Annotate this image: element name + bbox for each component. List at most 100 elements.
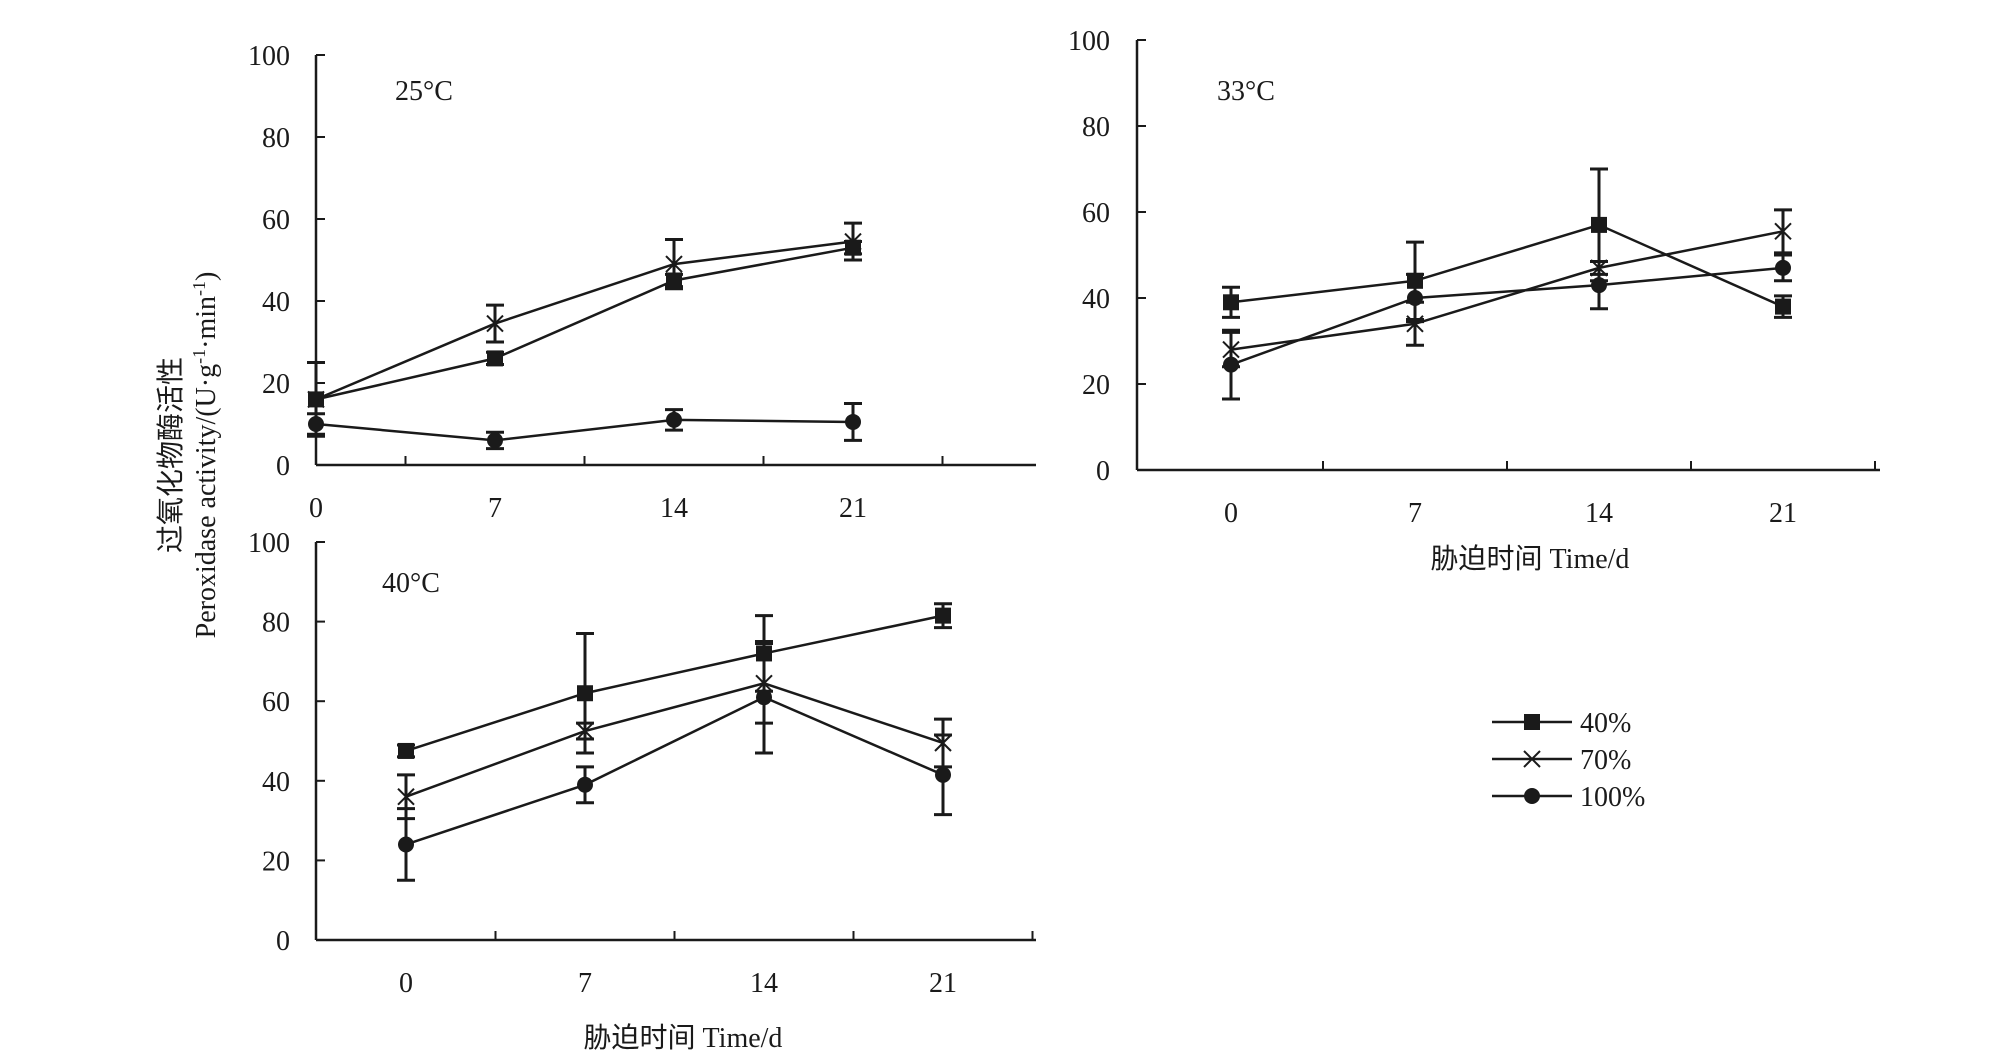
series-100%	[1222, 253, 1792, 401]
data-point	[308, 416, 324, 432]
x-tick-label: 21	[839, 493, 867, 524]
data-point-b	[397, 788, 415, 806]
legend-marker	[1523, 750, 1541, 768]
data-point	[1775, 259, 1791, 276]
data-point	[307, 390, 325, 409]
y-axis-title-en: Peroxidase activity/(U·g-1·min-1)	[189, 272, 222, 639]
legend-item: 70%	[1492, 745, 1631, 776]
series-line	[1230, 266, 1784, 366]
y-tick-label: 80	[262, 123, 290, 154]
legend: 40% 70% 100%	[1492, 708, 1645, 813]
data-point	[756, 689, 772, 706]
series-100%	[307, 402, 862, 451]
x-tick-label: 14	[1585, 498, 1613, 529]
data-point-b	[844, 232, 862, 251]
series-100%	[397, 640, 952, 882]
series-line	[315, 418, 854, 442]
data-point-b	[576, 722, 594, 740]
x-tick-label: 14	[750, 968, 778, 999]
data-point	[1407, 290, 1423, 306]
panel-title: 40°C	[382, 568, 440, 599]
data-point	[576, 722, 594, 740]
y-tick-label: 60	[1082, 198, 1110, 229]
data-point-b	[665, 255, 683, 273]
x-tick-label: 0	[399, 968, 413, 999]
legend-marker	[1524, 714, 1540, 730]
legend-item: 40%	[1492, 708, 1631, 739]
y-axis-title: 过氧化物酶活性 Peroxidase activity/(U·g-1·min-1…	[155, 272, 222, 639]
data-point	[1775, 298, 1791, 315]
y-tick-label: 20	[1082, 370, 1110, 401]
y-tick-label: 0	[276, 451, 290, 482]
y-tick-label: 40	[1082, 284, 1110, 315]
panel-2: 0 20 40 60 80 100 0 7 14 21 40°C	[248, 528, 1036, 999]
data-point	[935, 607, 951, 624]
y-tick-label: 100	[1068, 26, 1110, 57]
x-tick-label: 14	[660, 493, 688, 524]
x-tick-label: 21	[929, 968, 957, 999]
data-point	[845, 413, 861, 430]
series-line	[315, 246, 854, 401]
data-point-b	[1774, 222, 1792, 241]
data-point	[1406, 315, 1424, 333]
series-line	[405, 614, 944, 753]
data-point	[487, 350, 503, 367]
series-line	[315, 240, 854, 401]
data-point	[1774, 222, 1792, 241]
x-tick-label: 21	[1769, 498, 1797, 529]
legend-item: 100%	[1492, 782, 1645, 813]
series-70%	[1222, 208, 1792, 369]
series-40%	[308, 239, 862, 408]
legend-label: 100%	[1580, 782, 1645, 813]
panel-0: 0 20 40 60 80 100 0 7 14 21 25°C	[248, 41, 1036, 524]
data-point	[935, 766, 951, 783]
y-tick-label: 0	[276, 926, 290, 957]
series-40%	[397, 602, 952, 759]
y-tick-label: 80	[1082, 112, 1110, 143]
data-point	[398, 836, 414, 853]
y-tick-label: 0	[1096, 456, 1110, 487]
data-point	[1223, 294, 1239, 311]
y-tick-label: 40	[262, 767, 290, 798]
legend-label: 40%	[1580, 708, 1631, 739]
data-point	[397, 788, 415, 806]
series-70%	[397, 641, 952, 821]
x-tick-label: 7	[1408, 498, 1422, 529]
x-axis-title-bottom-left: 胁迫时间 Time/d	[584, 1022, 783, 1054]
series-line	[405, 681, 944, 798]
series-line	[1230, 230, 1784, 351]
y-axis-title-cn: 过氧化物酶活性	[155, 357, 187, 553]
y-tick-label: 20	[262, 369, 290, 400]
data-point-b	[486, 314, 504, 333]
data-point	[398, 742, 414, 759]
y-tick-label: 100	[248, 528, 290, 559]
x-axis-title-top-right: 胁迫时间 Time/d	[1431, 543, 1630, 575]
data-point	[487, 432, 503, 449]
data-point	[666, 411, 682, 428]
y-tick-label: 40	[262, 287, 290, 318]
panel-title: 33°C	[1217, 76, 1275, 107]
series-70%	[307, 221, 862, 438]
y-tick-label: 80	[262, 608, 290, 639]
panels: 0 20 40 60 80 100 0 7 14 21 25°C 0 20 40 60 80 100 0 7 14 21…	[248, 26, 1880, 999]
y-tick-label: 20	[262, 846, 290, 877]
legend-marker-b	[1523, 750, 1541, 768]
data-point-b	[1406, 315, 1424, 333]
legend-marker	[1524, 788, 1540, 804]
series-line	[1230, 223, 1784, 308]
data-point	[577, 776, 593, 793]
data-point	[1591, 216, 1607, 233]
data-point	[1223, 356, 1239, 373]
series-line	[405, 695, 944, 846]
panel-1: 0 20 40 60 80 100 0 7 14 21 33°C	[1068, 26, 1880, 529]
x-tick-label: 7	[578, 968, 592, 999]
data-point	[577, 685, 593, 702]
legend-label: 70%	[1580, 745, 1631, 776]
data-point	[1591, 277, 1607, 294]
y-tick-label: 60	[262, 687, 290, 718]
x-tick-label: 0	[1224, 498, 1238, 529]
panel-title: 25°C	[395, 76, 453, 107]
data-point	[665, 255, 683, 273]
y-tick-label: 60	[262, 205, 290, 236]
